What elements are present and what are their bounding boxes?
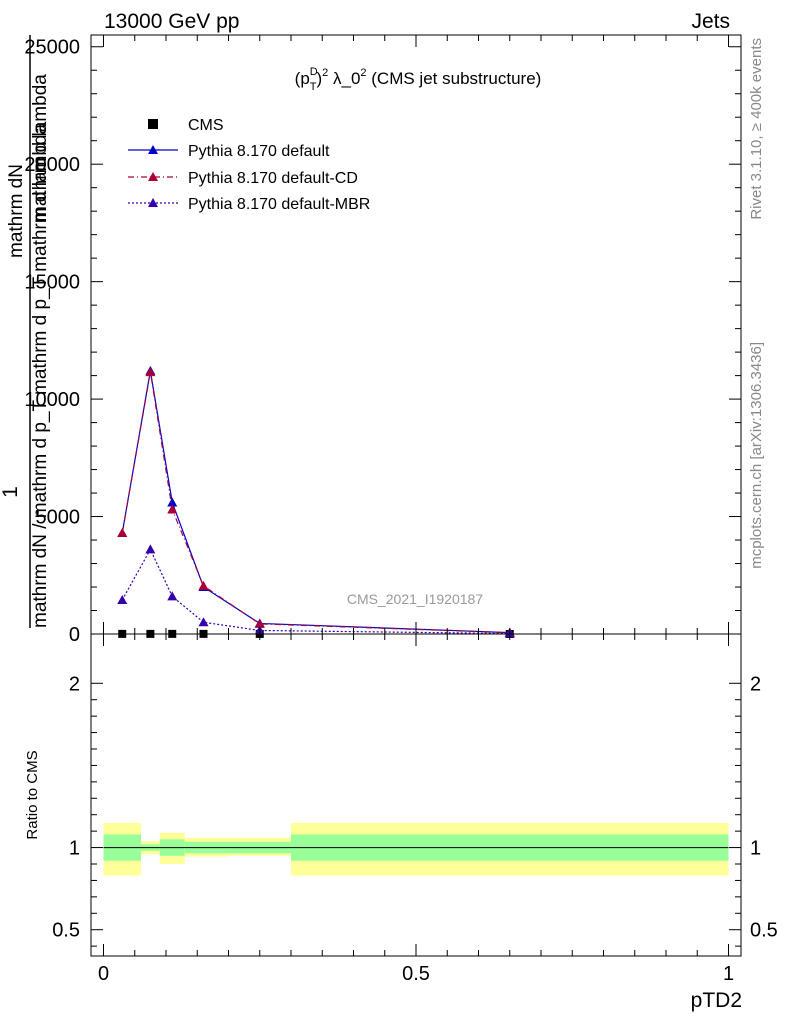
header-left: 13000 GeV pp (104, 10, 239, 33)
y-tick-label: 10000 (24, 389, 80, 411)
series-line-dotted (121, 548, 510, 635)
legend-marker-solid (148, 145, 158, 154)
x-axis-label: pTD2 (691, 989, 742, 1012)
y-label-line1: mathrm dN (6, 164, 27, 258)
ratio-y-tick-label: 2 (69, 673, 80, 695)
series-marker-dotted (167, 591, 178, 601)
y-tick-label: 5000 (36, 507, 81, 529)
plot-title: (pD T)2 λ_02 (CMS jet substructure) (295, 66, 542, 93)
series-marker-dashdot (117, 527, 128, 537)
series-marker-dotted (117, 594, 128, 604)
rivet-label: Rivet 3.1.10, ≥ 400k events (748, 38, 765, 220)
legend: CMS Pythia 8.170 default Pythia 8.170 defa… (128, 117, 370, 213)
legend-label: Pythia 8.170 default (188, 143, 330, 160)
x-tick-label: 0.5 (402, 963, 430, 985)
legend-marker-dashdot (148, 172, 158, 181)
series-line-dashdot (121, 371, 510, 634)
ratio-y-tick-label: 0.5 (52, 920, 80, 942)
ratio-y-label: Ratio to CMS (24, 750, 41, 839)
series-marker-solid (167, 497, 178, 507)
ratio-panel: 0 0.5 1 0.5 0.5 1 1 2 2 (52, 633, 778, 985)
legend-marker-cms (148, 119, 158, 129)
series-marker-dashdot (254, 618, 265, 628)
y-tick-label: 15000 (24, 272, 80, 294)
series-marker-dotted (145, 544, 156, 554)
mcplots-label: mcplots.cern.ch [arXiv:1306.3436] (748, 342, 765, 569)
main-panel: 0 5000 10000 15000 20000 25000 (24, 34, 742, 646)
header-right: Jets (691, 10, 730, 33)
series-marker-dotted (198, 617, 209, 627)
series-marker-dashdot (167, 504, 178, 514)
watermark: CMS_2021_I1920187 (347, 591, 483, 607)
legend-label: Pythia 8.170 default-MBR (188, 196, 370, 213)
legend-label: Pythia 8.170 default-CD (188, 170, 358, 187)
y-tick-label: 20000 (24, 154, 80, 176)
ratio-y-tick-label-right: 0.5 (750, 920, 778, 942)
ratio-y-tick-label: 1 (69, 838, 80, 860)
ratio-y-tick-label-right: 2 (750, 673, 761, 695)
ratio-y-tick-label-right: 1 (750, 838, 761, 860)
legend-marker-dotted (148, 198, 158, 207)
main-y-label: 1 mathrm dN mathrm dN / mathrm d p_T mat… (0, 35, 51, 628)
series-marker-dashdot (145, 367, 156, 377)
x-tick-label: 0 (98, 963, 109, 985)
y-label-line2: mathrm dN / mathrm d p_T mathrm d p_T ma… (30, 124, 51, 628)
y-tick-label: 25000 (24, 37, 80, 59)
series-marker-dashdot (198, 580, 209, 590)
ratio-frame (90, 633, 742, 957)
y-tick-label: 0 (69, 624, 80, 646)
y-label-top: 1 (0, 486, 22, 498)
legend-label: CMS (188, 117, 224, 134)
x-tick-label: 1 (723, 963, 734, 985)
y-label-line3: mathrm d lambda (30, 74, 51, 222)
